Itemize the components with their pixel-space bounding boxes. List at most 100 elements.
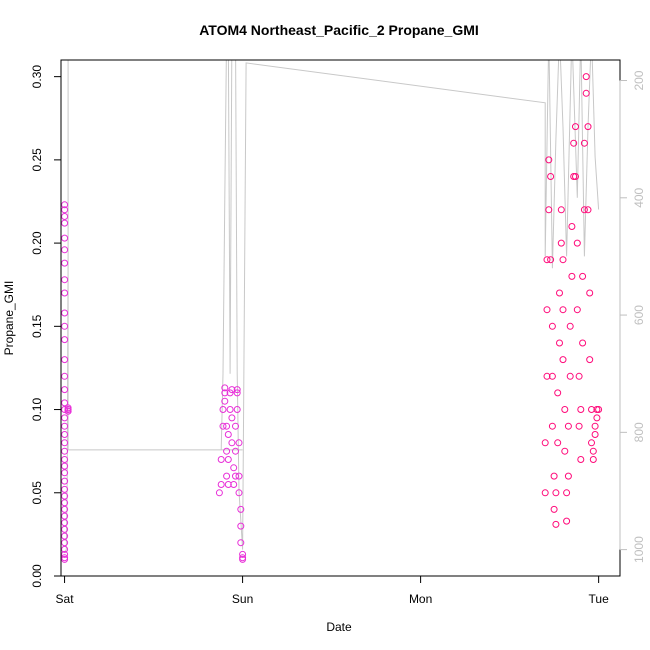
- data-point: [237, 505, 245, 513]
- data-point: [232, 447, 239, 455]
- data-point: [566, 372, 574, 380]
- data-point: [577, 406, 585, 413]
- y-tick-label: 0.20: [30, 231, 44, 255]
- data-point: [232, 422, 239, 430]
- data-point: [579, 272, 587, 280]
- data-point: [563, 517, 571, 525]
- data-point: [580, 206, 588, 214]
- data-point: [582, 73, 590, 81]
- data-point: [545, 206, 553, 214]
- data-point: [239, 550, 247, 558]
- data-point: [221, 397, 229, 405]
- x-tick-label: Sun: [232, 592, 253, 606]
- data-point: [61, 447, 69, 455]
- data-point: [554, 439, 562, 447]
- data-point: [61, 234, 69, 242]
- y-tick-label: 0.05: [30, 481, 44, 505]
- y-axis-label: Propane_GMI: [2, 281, 16, 356]
- data-point: [221, 384, 229, 392]
- data-point: [61, 539, 69, 547]
- data-point: [61, 201, 69, 209]
- data-point: [223, 472, 231, 480]
- data-point: [568, 272, 576, 280]
- data-point: [219, 422, 227, 430]
- data-point: [589, 456, 597, 463]
- data-point: [61, 439, 69, 447]
- data-point: [566, 322, 574, 330]
- x-tick-label: Sat: [56, 592, 75, 606]
- data-point: [584, 206, 592, 214]
- data-point: [61, 456, 69, 463]
- data-point: [61, 545, 69, 553]
- y2-tick-label: 1000: [632, 536, 646, 563]
- data-point: [568, 223, 576, 230]
- data-point: [61, 477, 69, 485]
- data-point: [230, 481, 238, 488]
- data-point: [61, 485, 69, 493]
- data-point: [232, 472, 239, 480]
- data-point: [221, 389, 229, 397]
- data-point: [61, 550, 69, 558]
- data-point: [217, 456, 225, 463]
- data-point: [557, 239, 565, 247]
- data-point: [541, 489, 549, 497]
- data-point: [224, 456, 232, 463]
- secondary-series-layer: [64, 60, 600, 553]
- data-point: [61, 525, 69, 533]
- data-point: [61, 399, 69, 407]
- data-point: [552, 520, 560, 528]
- data-point: [237, 522, 245, 530]
- data-point: [219, 406, 227, 413]
- data-point: [595, 406, 603, 413]
- data-point: [61, 414, 69, 422]
- data-point: [561, 406, 569, 413]
- data-point: [235, 439, 243, 447]
- data-point: [61, 406, 69, 413]
- data-point: [233, 406, 241, 413]
- data-point: [588, 406, 595, 413]
- data-point: [61, 213, 69, 220]
- x-axis-label: Date: [326, 620, 352, 634]
- data-point: [233, 386, 241, 394]
- data-point: [591, 431, 599, 438]
- data-point: [586, 289, 594, 297]
- data-point: [559, 356, 567, 364]
- x-tick-label: Mon: [409, 592, 432, 606]
- data-point: [61, 519, 69, 527]
- data-point: [61, 386, 69, 394]
- data-point: [557, 206, 565, 214]
- data-point: [543, 306, 551, 314]
- y2-tick-label: 600: [632, 305, 646, 325]
- data-point: [61, 276, 69, 284]
- data-point: [586, 356, 594, 364]
- y2-tick-label: 200: [632, 70, 646, 90]
- data-point: [556, 289, 563, 297]
- data-point: [61, 532, 69, 540]
- data-point: [223, 422, 231, 430]
- data-point: [564, 472, 572, 480]
- data-point: [61, 422, 69, 430]
- data-point: [572, 173, 579, 180]
- data-point: [580, 139, 588, 147]
- data-point: [61, 469, 69, 477]
- data-point: [224, 431, 232, 438]
- x-tick-label: Tue: [589, 592, 610, 606]
- data-point: [579, 339, 587, 347]
- plot-frame: [60, 59, 621, 577]
- data-point: [547, 256, 555, 264]
- y-tick-label: 0.10: [30, 398, 44, 422]
- data-point: [550, 505, 558, 513]
- data-point: [61, 206, 69, 214]
- data-point: [547, 173, 555, 180]
- data-point: [559, 306, 567, 314]
- y2-tick-label: 800: [632, 422, 646, 442]
- data-point: [588, 439, 595, 447]
- data-point: [545, 156, 553, 164]
- data-point: [61, 246, 69, 254]
- data-point: [564, 422, 572, 430]
- data-point: [61, 499, 69, 507]
- data-point: [237, 539, 245, 547]
- data-point: [591, 422, 599, 430]
- data-point: [559, 256, 567, 264]
